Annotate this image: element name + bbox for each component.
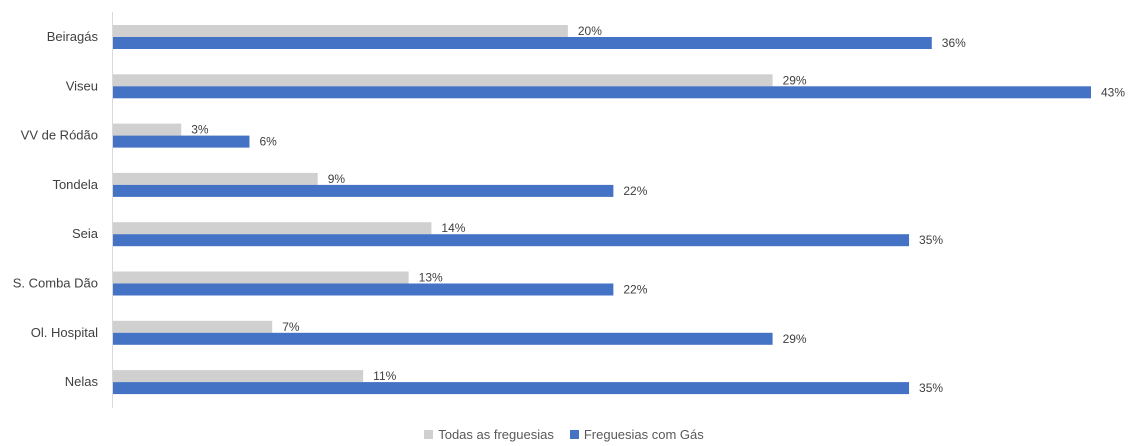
category-labels: Beiragás Viseu VV de Ródão Tondela Seia S. Co… (13, 29, 99, 389)
bar-todas-vv-de-rodao (113, 123, 182, 136)
category-label-tondela: Tondela (52, 177, 98, 192)
bar-gas-s-comba-dao (113, 283, 614, 296)
bar-chart: Beiragás Viseu VV de Ródão Tondela Seia S. Co… (13, 12, 1125, 408)
data-label-gas-nelas: 35% (919, 381, 943, 395)
legend-swatch-todas (424, 430, 434, 439)
category-label-s-comba-dao: S. Comba Dão (13, 276, 98, 291)
bar-todas-nelas (113, 370, 364, 383)
bar-todas-s-comba-dao (113, 271, 409, 284)
bar-todas-ol-hospital (113, 320, 273, 333)
bar-todas-tondela (113, 172, 318, 185)
category-label-beiragas: Beiragás (47, 29, 99, 44)
legend-label-todas: Todas as freguesias (438, 427, 554, 442)
category-label-ol-hospital: Ol. Hospital (31, 325, 98, 340)
data-label-gas-ol-hospital: 29% (783, 332, 807, 346)
bars-group (113, 25, 1091, 395)
legend: Todas as freguesias Freguesias com Gás (0, 427, 1128, 442)
data-label-todas-ol-hospital: 7% (282, 320, 300, 334)
data-label-gas-vv-de-rodao: 6% (259, 135, 277, 149)
bar-gas-tondela (113, 184, 614, 197)
legend-item-gas: Freguesias com Gás (569, 427, 704, 442)
data-labels: 20% 36% 29% 43% 3% 6% 9% 22% 14% 35% 13% 22% 7% 29% 11… (191, 24, 1125, 395)
legend-label-gas: Freguesias com Gás (583, 427, 704, 442)
bar-todas-seia (113, 222, 432, 235)
data-label-todas-seia: 14% (441, 221, 465, 235)
bar-gas-seia (113, 234, 910, 247)
data-label-gas-tondela: 22% (623, 184, 647, 198)
data-label-gas-beiragas: 36% (942, 36, 966, 50)
legend-swatch-gas (569, 430, 579, 439)
data-label-gas-viseu: 43% (1101, 85, 1125, 99)
data-label-gas-s-comba-dao: 22% (623, 283, 647, 297)
data-label-todas-vv-de-rodao: 3% (191, 123, 209, 137)
bar-gas-vv-de-rodao (113, 135, 250, 148)
bar-gas-viseu (113, 86, 1091, 99)
data-label-todas-tondela: 9% (328, 172, 346, 186)
legend-item-todas: Todas as freguesias (424, 427, 554, 442)
category-label-nelas: Nelas (65, 374, 99, 389)
data-label-gas-seia: 35% (919, 233, 943, 247)
bar-gas-ol-hospital (113, 332, 773, 345)
bar-gas-nelas (113, 382, 910, 395)
bar-todas-viseu (113, 74, 773, 87)
data-label-todas-viseu: 29% (783, 73, 807, 87)
data-label-todas-nelas: 11% (373, 369, 396, 383)
bar-gas-beiragas (113, 37, 932, 49)
category-label-seia: Seia (72, 226, 99, 241)
data-label-todas-beiragas: 20% (578, 24, 602, 38)
category-label-viseu: Viseu (66, 78, 98, 93)
data-label-todas-s-comba-dao: 13% (419, 271, 443, 285)
category-label-vv-de-rodao: VV de Ródão (21, 128, 98, 143)
bar-todas-beiragas (113, 25, 568, 37)
